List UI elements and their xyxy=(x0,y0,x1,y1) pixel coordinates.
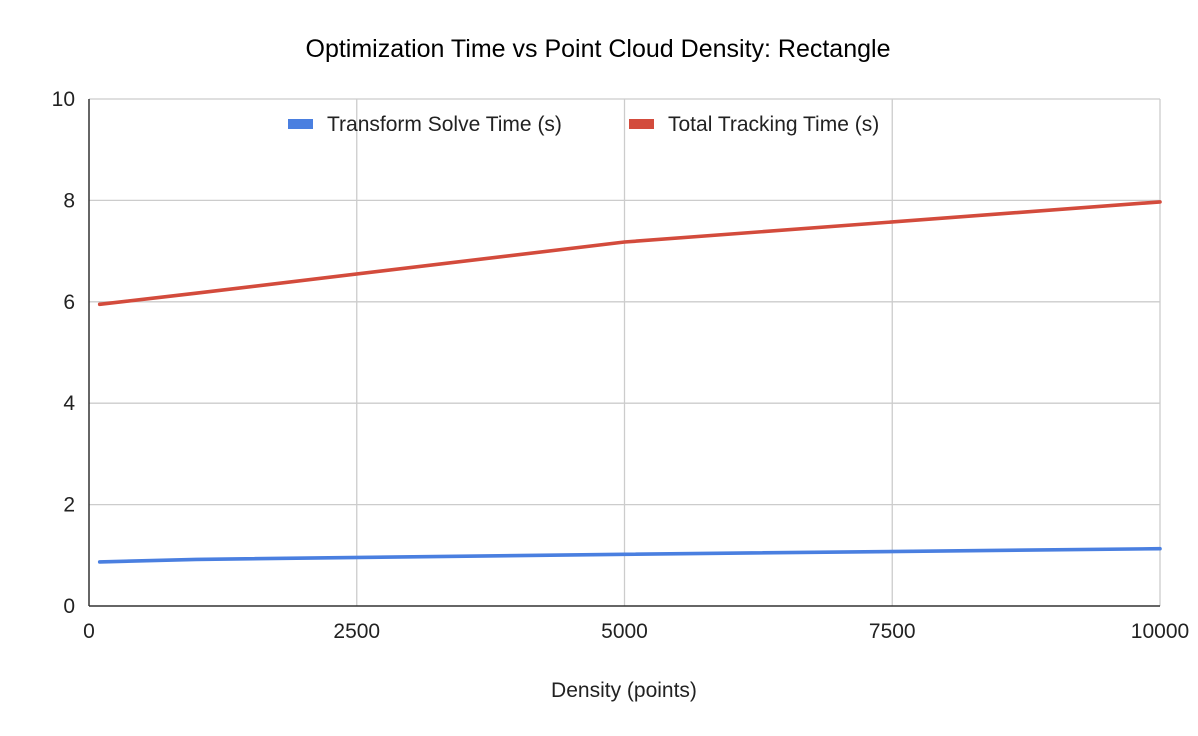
y-tick-label: 2 xyxy=(63,494,75,517)
axes xyxy=(88,99,1160,607)
y-tick-label: 0 xyxy=(63,595,75,618)
legend-swatch xyxy=(629,119,654,129)
tick-labels: 0 2 4 6 8 10 0 2500 5000 7500 10000 xyxy=(52,88,1190,643)
x-tick-label: 10000 xyxy=(1131,620,1189,643)
x-tick-label: 0 xyxy=(83,620,95,643)
legend-label: Total Tracking Time (s) xyxy=(668,113,879,136)
y-tick-label: 4 xyxy=(63,392,75,415)
x-axis-label: Density (points) xyxy=(551,679,697,702)
y-tick-label: 10 xyxy=(52,88,75,111)
x-tick-label: 7500 xyxy=(869,620,916,643)
y-tick-label: 6 xyxy=(63,291,75,314)
series-line-total-tracking-time xyxy=(97,200,1162,307)
series-lines xyxy=(97,200,1162,564)
y-tick-label: 8 xyxy=(63,189,75,212)
series-line-transform-solve-time xyxy=(97,546,1162,564)
legend-swatch xyxy=(288,119,313,129)
legend: Transform Solve Time (s) Total Tracking T… xyxy=(288,113,879,136)
x-tick-label: 5000 xyxy=(601,620,648,643)
gridlines xyxy=(89,98,1161,606)
x-tick-label: 2500 xyxy=(333,620,380,643)
chart-title: Optimization Time vs Point Cloud Density… xyxy=(306,35,891,63)
legend-label: Transform Solve Time (s) xyxy=(327,113,562,136)
